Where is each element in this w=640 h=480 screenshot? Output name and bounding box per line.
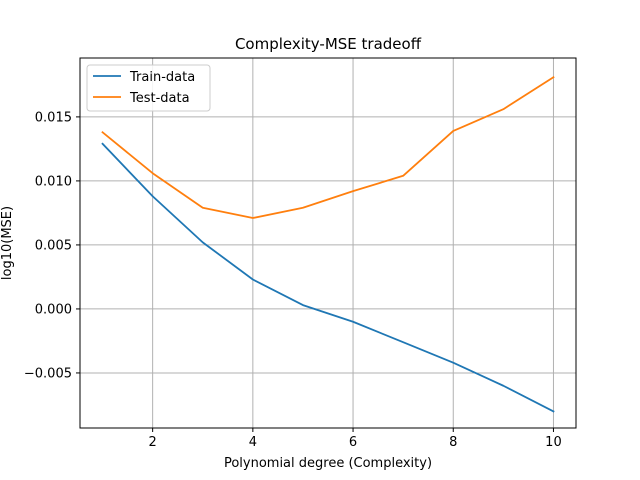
x-tick-label: 4 xyxy=(249,435,257,450)
chart-title: Complexity-MSE tradeoff xyxy=(235,35,422,53)
series-layer xyxy=(101,75,555,413)
series-line-train xyxy=(101,142,555,413)
legend-label-test: Test-data xyxy=(129,91,190,106)
plot-frame xyxy=(79,57,577,429)
x-axis-label: Polynomial degree (Complexity) xyxy=(224,456,432,471)
series-line-test xyxy=(101,75,555,219)
x-tick-label: 2 xyxy=(149,435,157,450)
y-tick-label: 0.005 xyxy=(35,238,72,253)
legend: Train-data Test-data xyxy=(86,64,211,112)
x-tick-label: 6 xyxy=(349,435,357,450)
y-tick-label: 0.000 xyxy=(35,302,72,317)
y-axis-ticks: −0.005 0.000 0.005 0.010 0.015 xyxy=(24,110,80,381)
x-tick-label: 8 xyxy=(449,435,457,450)
y-axis-label: log10(MSE) xyxy=(0,206,15,280)
x-tick-label: 10 xyxy=(545,435,562,450)
legend-label-train: Train-data xyxy=(129,70,195,85)
y-tick-label: 0.015 xyxy=(35,110,72,125)
y-tick-label: −0.005 xyxy=(24,366,72,381)
x-axis-ticks: 2 4 6 8 10 xyxy=(149,428,562,450)
y-tick-label: 0.010 xyxy=(35,174,72,189)
